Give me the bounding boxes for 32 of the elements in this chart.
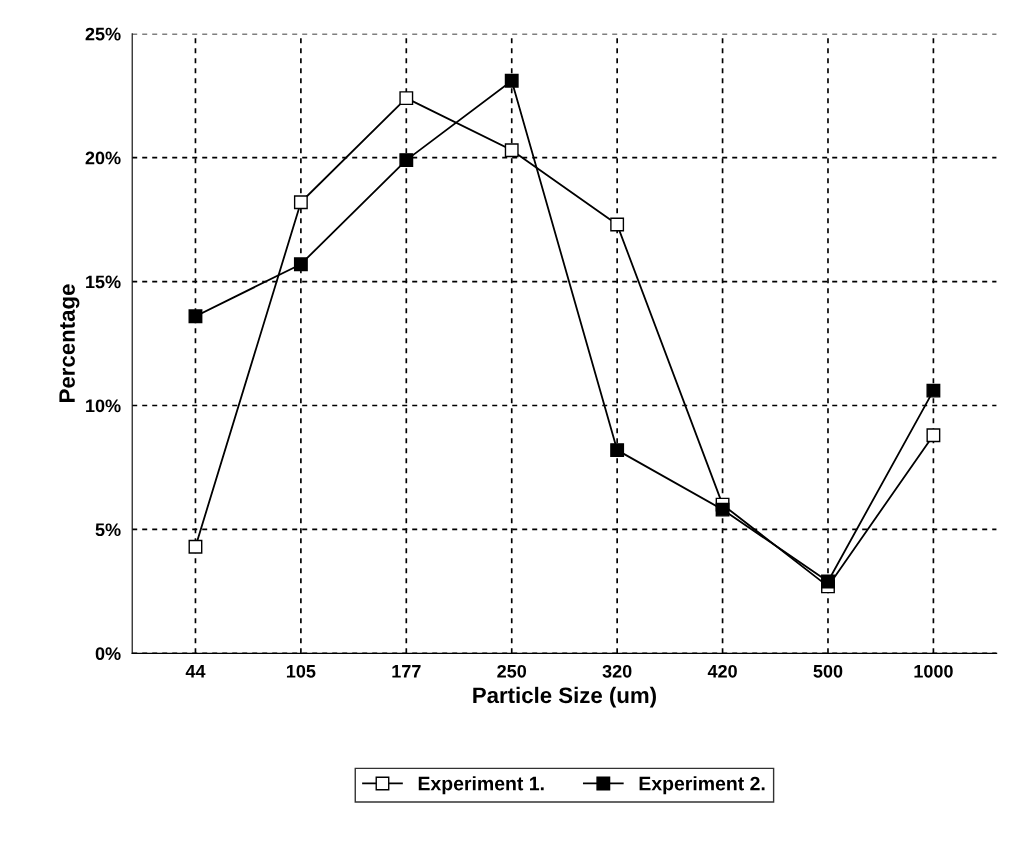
point (504, 73, 519, 88)
x-tick-label: 44 (185, 665, 206, 678)
x-tick-label: 1000 (914, 664, 953, 678)
y-tick-label: 10% (86, 399, 121, 413)
x-tick-label: 500 (813, 664, 843, 678)
point (188, 309, 203, 324)
point (399, 153, 414, 168)
point (610, 217, 625, 232)
y-tick-label: 0% (95, 647, 121, 661)
x-tick-label: 177 (392, 665, 421, 678)
x-tick-label: 320 (602, 664, 632, 678)
point (399, 91, 414, 106)
y-tick-label: 15% (86, 275, 121, 289)
point (821, 574, 835, 589)
x-tick-label: 250 (497, 664, 527, 678)
y-tick-label: 20% (85, 151, 121, 165)
y-tick-label: 25% (85, 27, 121, 41)
point (926, 428, 941, 443)
x-axis-title: Particle Size (um) (473, 686, 656, 708)
point (610, 443, 625, 458)
x-tick-label: 105 (286, 664, 316, 678)
point (293, 195, 308, 210)
legend-label: Experiment 2. (639, 776, 765, 795)
x-tick-label: 420 (707, 664, 737, 678)
point (926, 383, 941, 398)
point (715, 502, 730, 517)
y-axis-title: Percentage (59, 284, 80, 402)
point (504, 143, 519, 158)
y-tick-label: 5% (95, 523, 121, 537)
point (188, 539, 203, 554)
point (293, 257, 308, 272)
legend-label: Experiment 1. (418, 776, 544, 795)
